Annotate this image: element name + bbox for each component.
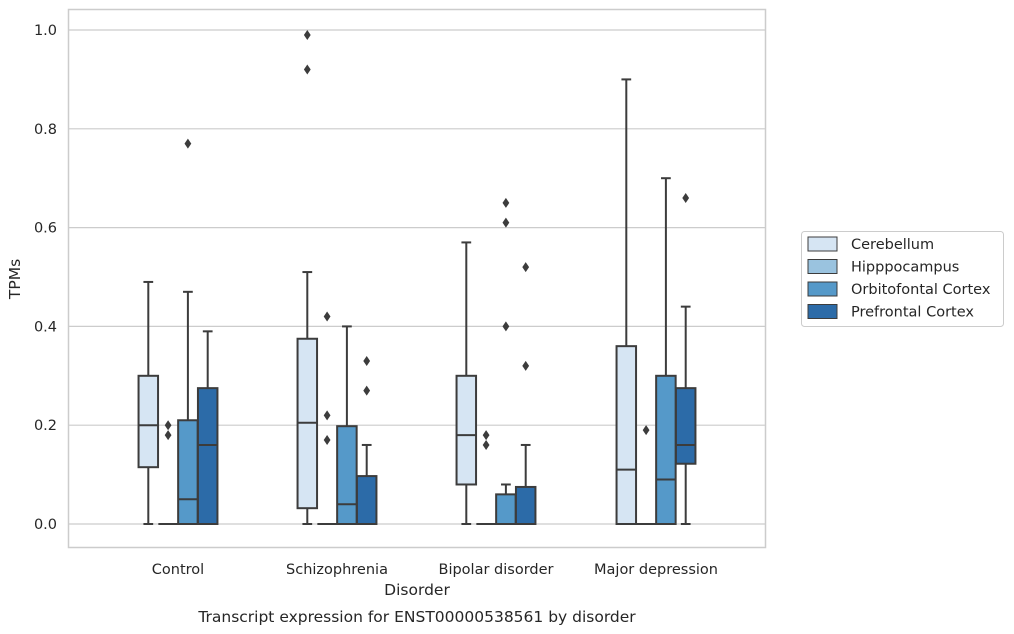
iqr-box (137, 374, 160, 469)
x-tick-label: Control (152, 562, 204, 578)
iqr-box (355, 475, 378, 525)
outlier-point (323, 410, 331, 421)
y-tick-label: 0.0 (34, 517, 57, 533)
outlier-point (363, 385, 371, 396)
box-cerebellum (137, 280, 160, 525)
outlier-point (522, 360, 530, 371)
iqr-box (674, 387, 697, 465)
chart-title: Transcript expression for ENST0000053856… (197, 608, 636, 626)
box-orbitofontal-cortex (495, 197, 517, 525)
box-orbitofontal-cortex (336, 325, 358, 525)
box-plot-series (137, 29, 697, 526)
outlier-point (482, 439, 490, 450)
outlier-point (303, 64, 311, 75)
box-hipppocampus (636, 425, 656, 525)
box-prefrontal-cortex (355, 355, 378, 525)
legend-swatch (807, 259, 838, 274)
y-axis-title: TPMs (6, 259, 24, 300)
legend-swatch (807, 281, 838, 297)
x-tick-label: Major depression (594, 562, 718, 578)
outlier-point (363, 355, 371, 366)
legend-label: Hipppocampus (851, 260, 959, 276)
outlier-point (184, 138, 192, 149)
box-hipppocampus (317, 311, 337, 525)
iqr-box (514, 485, 537, 526)
outlier-point (642, 425, 650, 436)
box-cerebellum (615, 78, 638, 525)
box-cerebellum (296, 29, 319, 525)
outlier-point (303, 29, 311, 40)
outlier-point (323, 311, 331, 322)
box-hipppocampus (158, 420, 178, 525)
box-prefrontal-cortex (514, 262, 537, 526)
outlier-point (323, 435, 331, 446)
legend-frame (801, 231, 1004, 327)
outlier-point (682, 192, 690, 203)
plot-frame (67, 8, 767, 549)
legend-swatch (807, 304, 838, 319)
y-tick-label: 0.8 (34, 122, 57, 138)
iqr-box (495, 493, 517, 525)
outlier-point (502, 217, 510, 228)
box-prefrontal-cortex (196, 330, 219, 525)
outlier-point (164, 430, 172, 441)
outlier-point (522, 262, 530, 273)
iqr-box (177, 419, 199, 526)
box-orbitofontal-cortex (177, 138, 199, 526)
legend-label: Cerebellum (851, 237, 934, 253)
x-axis-title: Disorder (384, 581, 450, 599)
outlier-point (502, 321, 510, 332)
iqr-box (455, 374, 478, 486)
x-tick-label: Schizophrenia (286, 562, 388, 578)
outlier-point (502, 197, 510, 208)
box-cerebellum (455, 241, 478, 525)
legend-swatch (807, 236, 838, 252)
y-tick-label: 0.4 (34, 319, 57, 335)
box-hipppocampus (476, 430, 496, 525)
outlier-point (164, 420, 172, 431)
legend-label: Prefrontal Cortex (851, 305, 974, 321)
iqr-box (336, 425, 358, 525)
y-axis-ticks: 0.0 0.2 0.4 0.6 0.8 1.0 (34, 23, 57, 533)
y-tick-label: 1.0 (34, 23, 57, 39)
outlier-point (482, 430, 490, 441)
x-axis-ticks: Control Schizophrenia Bipolar disorder Majo… (152, 562, 718, 578)
legend-label: Orbitofontal Cortex (851, 282, 991, 298)
iqr-box (196, 387, 219, 525)
y-tick-label: 0.6 (34, 221, 57, 237)
iqr-box (655, 374, 677, 525)
iqr-box (615, 345, 638, 525)
y-tick-label: 0.2 (34, 418, 57, 434)
x-tick-label: Bipolar disorder (439, 562, 554, 578)
legend: Cerebellum Hipppocampus Orbitofontal Corte… (801, 231, 1004, 327)
box-orbitofontal-cortex (655, 177, 677, 525)
box-prefrontal-cortex (674, 192, 697, 525)
